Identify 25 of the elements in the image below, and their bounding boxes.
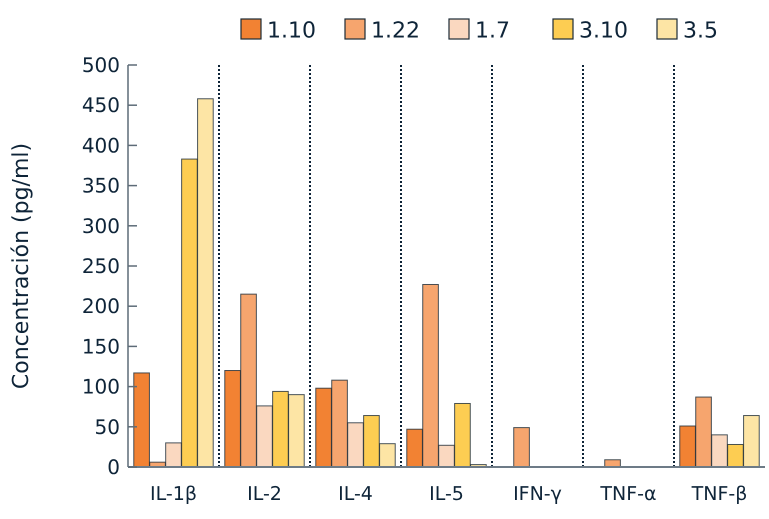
legend-label: 1.22 [371, 18, 420, 44]
legend-label: 1.10 [267, 18, 316, 44]
legend-label: 3.10 [579, 18, 628, 44]
y-tick-label: 50 [94, 414, 120, 439]
x-tick-label: TNF-β [690, 483, 748, 505]
legend-label: 1.7 [475, 18, 510, 44]
y-tick-label: 300 [82, 214, 120, 238]
x-tick-label: TNF-α [599, 483, 657, 505]
x-tick-label: IL-1β [150, 483, 197, 505]
x-tick-label: IL-4 [338, 483, 373, 505]
x-tick-label: IFN-γ [513, 483, 562, 505]
y-tick-label: 0 [107, 455, 120, 479]
y-tick-label: 250 [82, 254, 120, 278]
y-tick-label: 200 [82, 294, 120, 318]
bar [513, 427, 530, 468]
y-tick-label: 350 [82, 174, 120, 198]
y-axis-title: Concentración (pg/ml) [9, 142, 34, 390]
legend-label: 3.5 [683, 18, 718, 44]
x-tick-label: IL-2 [247, 483, 282, 505]
y-tick-label: 450 [82, 93, 120, 118]
y-tick-label: 150 [82, 334, 120, 358]
y-tick-label: 400 [82, 133, 120, 158]
y-tick-label: 100 [82, 374, 120, 399]
y-tick-label: 500 [82, 53, 120, 77]
x-tick-label: IL-5 [429, 483, 464, 505]
